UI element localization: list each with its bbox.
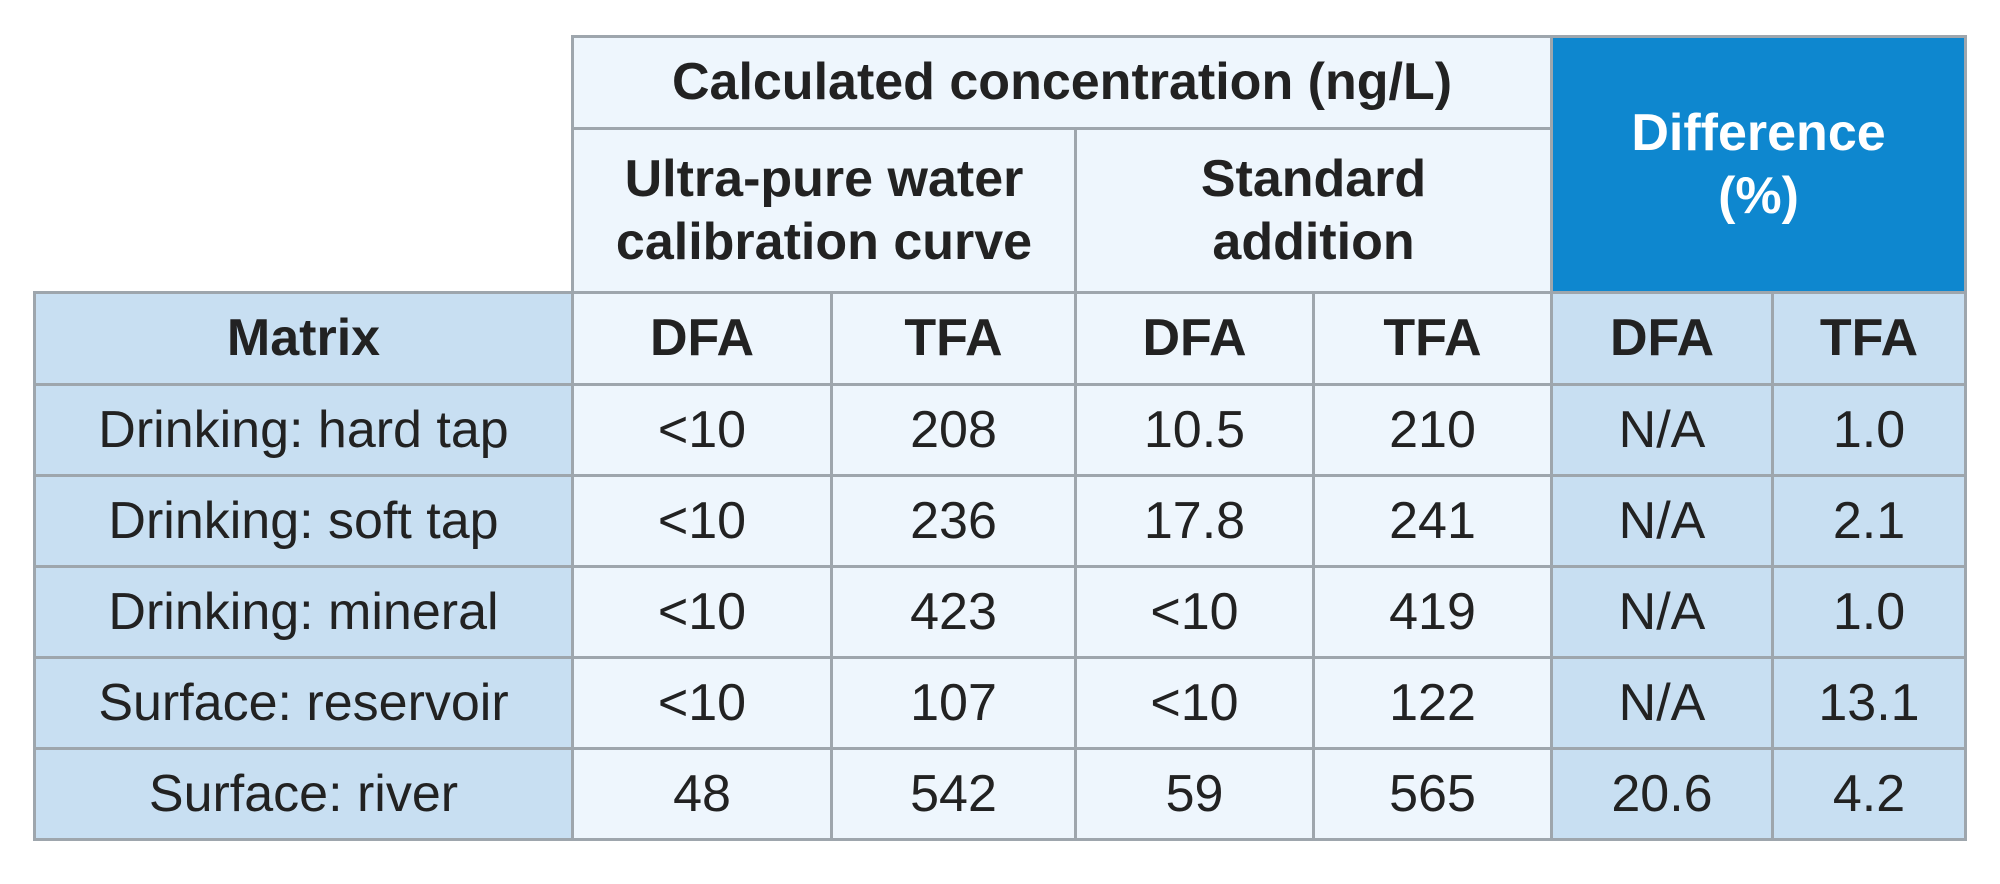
diff-tfa-cell: 4.2 — [1771, 747, 1967, 841]
diff-dfa-cell: N/A — [1550, 656, 1774, 750]
up-tfa-column-header: TFA — [830, 291, 1077, 386]
up-tfa-cell: 208 — [830, 383, 1077, 477]
sa-dfa-column-header: DFA — [1074, 291, 1315, 386]
diff-dfa-cell: 20.6 — [1550, 747, 1774, 841]
up-dfa-column-header: DFA — [571, 291, 833, 386]
up-dfa-cell: <10 — [571, 383, 833, 477]
matrix-cell: Drinking: soft tap — [33, 474, 574, 568]
table-row: Surface: river 48 542 59 565 20.6 4.2 — [33, 747, 1967, 841]
results-table: Calculated concentration (ng/L) Differen… — [33, 35, 1967, 841]
diff-dfa-cell: N/A — [1550, 383, 1774, 477]
matrix-cell: Drinking: hard tap — [33, 383, 574, 477]
diff-tfa-cell: 1.0 — [1771, 383, 1967, 477]
sa-tfa-cell: 565 — [1312, 747, 1553, 841]
up-dfa-cell: 48 — [571, 747, 833, 841]
up-dfa-cell: <10 — [571, 656, 833, 750]
sa-tfa-column-header: TFA — [1312, 291, 1553, 386]
up-tfa-cell: 423 — [830, 565, 1077, 659]
diff-tfa-column-header: TFA — [1771, 291, 1967, 386]
sa-dfa-cell: 17.8 — [1074, 474, 1315, 568]
matrix-cell: Drinking: mineral — [33, 565, 574, 659]
diff-tfa-cell: 2.1 — [1771, 474, 1967, 568]
matrix-column-header: Matrix — [33, 291, 574, 386]
sa-tfa-cell: 241 — [1312, 474, 1553, 568]
empty-corner-cell — [34, 36, 573, 293]
sa-dfa-cell: 10.5 — [1074, 383, 1315, 477]
table-row: Drinking: soft tap <10 236 17.8 241 N/A … — [33, 474, 1967, 568]
table-row: Surface: reservoir <10 107 <10 122 N/A 1… — [33, 656, 1967, 750]
difference-header-line1: Difference — [1631, 104, 1886, 163]
sa-dfa-cell: <10 — [1074, 656, 1315, 750]
up-dfa-cell: <10 — [571, 474, 833, 568]
ultra-pure-header-line1: Ultra-pure water — [624, 150, 1024, 209]
table-row: Drinking: hard tap <10 208 10.5 210 N/A … — [33, 383, 1967, 477]
diff-tfa-cell: 1.0 — [1771, 565, 1967, 659]
ultra-pure-water-header: Ultra-pure water calibration curve — [571, 127, 1077, 294]
diff-dfa-column-header: DFA — [1550, 291, 1774, 386]
sa-dfa-cell: <10 — [1074, 565, 1315, 659]
diff-dfa-cell: N/A — [1550, 474, 1774, 568]
sa-tfa-cell: 419 — [1312, 565, 1553, 659]
sa-tfa-cell: 210 — [1312, 383, 1553, 477]
standard-addition-header: Standard addition — [1074, 127, 1553, 294]
matrix-cell: Surface: reservoir — [33, 656, 574, 750]
calculated-concentration-header: Calculated concentration (ng/L) — [571, 35, 1553, 130]
standard-header-line2: addition — [1212, 212, 1415, 271]
up-tfa-cell: 542 — [830, 747, 1077, 841]
difference-header-line2: (%) — [1718, 166, 1799, 225]
sa-dfa-cell: 59 — [1074, 747, 1315, 841]
column-header-row: Matrix DFA TFA DFA TFA DFA TFA — [33, 291, 1967, 386]
up-tfa-cell: 236 — [830, 474, 1077, 568]
difference-header: Difference (%) — [1550, 35, 1967, 294]
standard-header-line1: Standard — [1200, 150, 1427, 209]
diff-dfa-cell: N/A — [1550, 565, 1774, 659]
sa-tfa-cell: 122 — [1312, 656, 1553, 750]
ultra-pure-header-line2: calibration curve — [615, 212, 1033, 271]
diff-tfa-cell: 13.1 — [1771, 656, 1967, 750]
table-row: Drinking: mineral <10 423 <10 419 N/A 1.… — [33, 565, 1967, 659]
up-tfa-cell: 107 — [830, 656, 1077, 750]
matrix-cell: Surface: river — [33, 747, 574, 841]
up-dfa-cell: <10 — [571, 565, 833, 659]
